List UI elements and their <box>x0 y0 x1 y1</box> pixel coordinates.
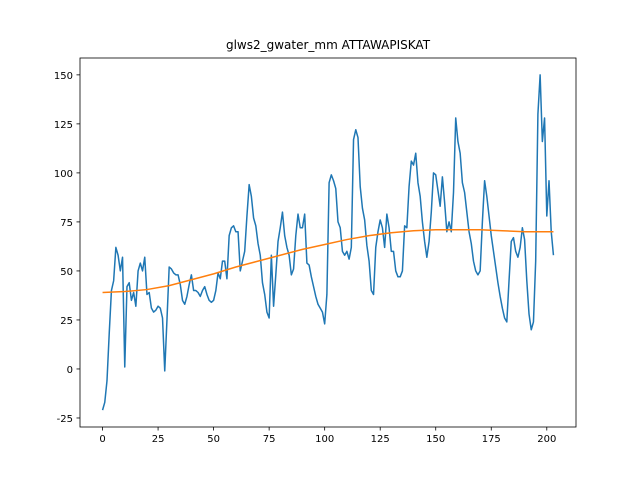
y-tick-label: 150 <box>54 71 73 82</box>
chart-title: glws2_gwater_mm ATTAWAPISKAT <box>226 38 431 52</box>
y-tick-label: 125 <box>54 120 73 131</box>
x-tick-label: 75 <box>263 434 276 445</box>
y-tick-label: 25 <box>60 316 73 327</box>
series-line <box>101 74 555 411</box>
x-tick-label: 150 <box>426 434 445 445</box>
x-tick-label: 175 <box>482 434 501 445</box>
series-line <box>102 229 554 294</box>
y-tick-label: 0 <box>67 365 73 376</box>
y-tick-label: 50 <box>60 267 73 278</box>
y-tick-label: -25 <box>57 414 73 425</box>
y-tick-label: 100 <box>54 169 73 180</box>
x-tick-label: 100 <box>315 434 334 445</box>
x-tick-label: 0 <box>99 434 105 445</box>
x-tick-label: 125 <box>371 434 390 445</box>
plot-frame <box>79 57 577 428</box>
y-tick-label: 75 <box>60 218 73 229</box>
x-tick-label: 200 <box>537 434 556 445</box>
x-tick-label: 50 <box>207 434 220 445</box>
x-tick-label: 25 <box>152 434 165 445</box>
